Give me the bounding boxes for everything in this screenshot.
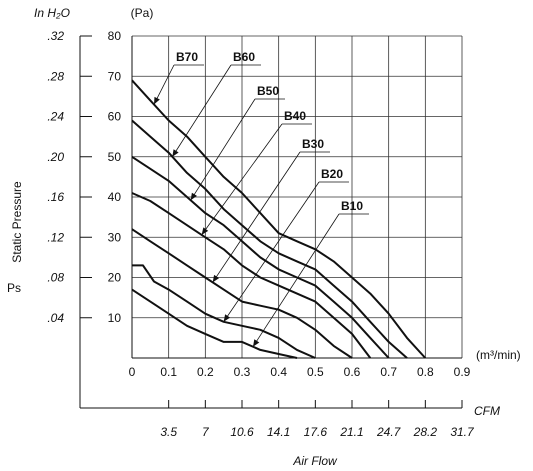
x-tick-label: 0.6 (344, 365, 361, 379)
curve-label-b70: B70 (176, 50, 198, 64)
grid-layer (131, 35, 463, 359)
x-unit-primary: (m³/min) (476, 348, 521, 362)
x-tick-label: 0.1 (160, 365, 177, 379)
curve-label-b40: B40 (284, 109, 306, 123)
curve-label-b20: B20 (321, 167, 343, 181)
leader-arrowhead (223, 314, 231, 322)
leader-arrowhead (154, 96, 160, 105)
leader-arrowhead (201, 227, 209, 235)
y-tick-label: 40 (108, 190, 122, 204)
y-tick-label: 20 (108, 271, 122, 285)
y-unit-secondary: In H₂O (34, 6, 70, 20)
y-axis-symbol: Ps (7, 281, 21, 295)
curve-labels-layer: B70 B60 B50 B40 B30 B20 B10 (153, 50, 369, 347)
curve-label-b10: B10 (341, 199, 363, 213)
leader-line (252, 213, 340, 347)
curve-b20 (132, 264, 316, 359)
y-tick-label: 70 (108, 69, 122, 83)
leader-arrowhead (190, 192, 197, 201)
curve-b10 (131, 288, 298, 359)
curve-b40 (131, 192, 372, 359)
secondary-x-tick-label: 21.1 (339, 425, 363, 439)
y-tick-label: 30 (108, 230, 122, 244)
secondary-x-tick-label: 3.5 (160, 425, 177, 439)
secondary-axes: .04 .08 .12 .16 .20 .24 .28 .32 3.5 7 10.6 14.1 17.6… (47, 29, 475, 439)
leader-line (212, 151, 301, 283)
x-tick-label: 0.3 (234, 365, 251, 379)
leader-line (153, 64, 175, 105)
secondary-y-tick-label: .24 (47, 110, 64, 124)
secondary-x-tick-label: 31.7 (450, 425, 475, 439)
y-unit-primary: (Pa) (131, 6, 154, 20)
x-tick-label: 0 (129, 365, 136, 379)
x-axis-label: Air Flow (292, 454, 338, 468)
secondary-y-tick-label: .08 (47, 271, 64, 285)
y-tick-label: 80 (108, 29, 122, 43)
secondary-y-tick-label: .12 (47, 230, 64, 244)
x-unit-secondary: CFM (474, 404, 500, 418)
y-tick-label: 10 (108, 311, 122, 325)
secondary-y-tick-label: .04 (47, 311, 64, 325)
secondary-y-tick-label: .16 (47, 190, 64, 204)
leader-line (171, 64, 232, 157)
secondary-y-tick-label: .32 (47, 29, 64, 43)
secondary-x-tick-label: 24.7 (376, 425, 402, 439)
x-tick-label: 0.4 (270, 365, 287, 379)
curve-b50 (131, 155, 390, 359)
curve-label-b30: B30 (302, 137, 324, 151)
secondary-x-tick-label: 14.1 (267, 425, 290, 439)
ticks-layer: 10 20 30 40 50 60 70 80 0 0.1 0.2 0.3 0.4 0.5 0.6 0.7 0.… (108, 29, 471, 379)
secondary-x-tick-label: 10.6 (230, 425, 254, 439)
curve-b60 (131, 119, 408, 359)
secondary-x-tick-label: 28.2 (413, 425, 438, 439)
leader-arrowhead (212, 274, 220, 283)
y-tick-label: 60 (108, 110, 122, 124)
secondary-y-tick-label: .28 (47, 69, 64, 83)
leader-arrowhead (253, 339, 260, 347)
y-tick-label: 50 (108, 150, 122, 164)
leader-line (223, 181, 320, 323)
x-tick-label: 0.2 (197, 365, 214, 379)
leader-line (190, 98, 256, 201)
curve-b30 (131, 228, 353, 359)
leader-arrowhead (172, 149, 179, 157)
y-axis-label: Static Pressure (10, 181, 24, 263)
x-tick-label: 0.8 (417, 365, 434, 379)
curve-label-b60: B60 (233, 50, 255, 64)
x-tick-label: 0.7 (380, 365, 397, 379)
x-tick-label: 0.5 (307, 365, 324, 379)
leader-line (201, 123, 283, 236)
curve-label-b50: B50 (257, 84, 279, 98)
curve-b70 (131, 79, 427, 359)
secondary-y-tick-label: .20 (47, 150, 64, 164)
secondary-x-tick-label: 17.6 (304, 425, 328, 439)
curves-layer (131, 79, 427, 359)
secondary-x-tick-label: 7 (202, 425, 210, 439)
x-tick-label: 0.9 (454, 365, 471, 379)
